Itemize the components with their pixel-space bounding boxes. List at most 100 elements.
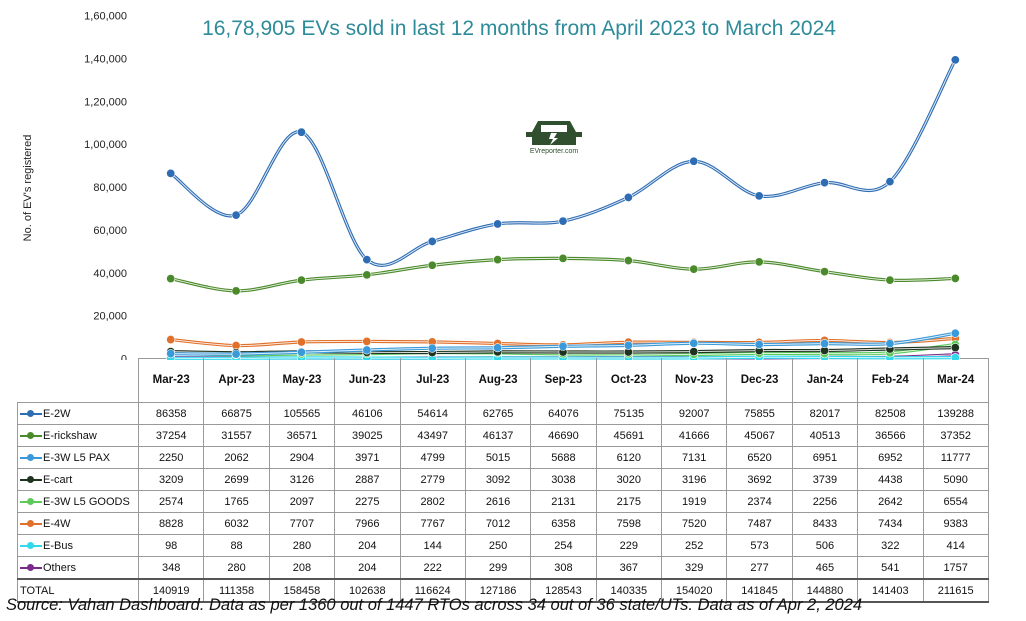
- data-point: [231, 210, 241, 220]
- data-label: 139288: [922, 402, 989, 425]
- data-point: [362, 255, 372, 265]
- data-point: [623, 340, 633, 350]
- data-label: 105565: [268, 402, 336, 425]
- data-label: 45691: [595, 424, 663, 447]
- data-label: 4438: [857, 468, 924, 491]
- y-axis-label: No. of EV's registered: [22, 135, 34, 242]
- data-label: 75135: [595, 402, 663, 425]
- data-label: 86358: [137, 402, 205, 425]
- data-label: 2374: [726, 490, 793, 513]
- legend-marker: [20, 409, 42, 418]
- data-point: [296, 347, 306, 357]
- data-label: 3038: [530, 468, 597, 491]
- series-e-3w-l5-pax: [166, 328, 960, 359]
- data-label: 144: [399, 534, 466, 557]
- data-label: 541: [857, 556, 924, 580]
- data-point: [231, 286, 241, 296]
- x-tick-label: Mar-24: [922, 358, 989, 403]
- legend-entry: Others: [17, 556, 139, 580]
- data-label: 9383: [922, 512, 989, 535]
- data-point: [820, 339, 830, 349]
- data-label: 37352: [922, 424, 989, 447]
- total-value: 141845: [726, 578, 793, 603]
- series-e-rickshaw: [166, 253, 960, 296]
- legend-entry: E-rickshaw: [17, 424, 139, 447]
- data-label: 2699: [203, 468, 270, 491]
- total-value: 140919: [137, 578, 205, 603]
- data-label: 1757: [922, 556, 989, 580]
- chart: 16,78,905 EVs sold in last 12 months fro…: [22, 11, 988, 360]
- data-point: [885, 339, 895, 349]
- data-point: [950, 328, 960, 338]
- data-point: [950, 273, 960, 283]
- data-label: 41666: [660, 424, 728, 447]
- data-label: 3092: [464, 468, 532, 491]
- total-value: 140335: [595, 578, 663, 603]
- data-label: 1765: [203, 490, 270, 513]
- data-label: 280: [203, 556, 270, 580]
- data-label: 6120: [595, 446, 663, 469]
- data-label: 2574: [137, 490, 205, 513]
- source-note: Source: Vahan Dashboard. Data as per 136…: [6, 596, 863, 614]
- data-label: 82017: [791, 402, 859, 425]
- legend-marker: [20, 497, 42, 506]
- legend-marker: [20, 519, 42, 528]
- data-label: 6358: [530, 512, 597, 535]
- data-point: [689, 338, 699, 348]
- data-label: 2642: [857, 490, 924, 513]
- data-point: [820, 267, 830, 277]
- x-tick-label: Nov-23: [660, 358, 728, 403]
- data-point: [296, 337, 306, 347]
- data-label: 7767: [399, 512, 466, 535]
- data-label: 3971: [334, 446, 401, 469]
- data-label: 229: [595, 534, 663, 557]
- total-value: 127186: [464, 578, 532, 603]
- legend-entry: E-cart: [17, 468, 139, 491]
- y-tick-label: 80,000: [93, 182, 127, 194]
- data-label: 322: [857, 534, 924, 557]
- data-label: 66875: [203, 402, 270, 425]
- data-label: 75855: [726, 402, 793, 425]
- data-point: [166, 349, 176, 359]
- x-tick-label: Feb-24: [857, 358, 924, 403]
- total-row: TOTAL 140919 111358 158458 102638 116624 12718…: [17, 578, 989, 603]
- data-label: 46690: [530, 424, 597, 447]
- data-point: [427, 343, 437, 353]
- chart-title: 16,78,905 EVs sold in last 12 months fro…: [202, 17, 836, 40]
- data-label: 2275: [334, 490, 401, 513]
- x-tick-label: Oct-23: [595, 358, 663, 403]
- data-label: 573: [726, 534, 793, 557]
- x-tick-label: Jan-24: [791, 358, 859, 403]
- x-tick-label: Sep-23: [530, 358, 597, 403]
- data-label: 3739: [791, 468, 859, 491]
- data-label: 98: [137, 534, 205, 557]
- data-label: 2175: [595, 490, 663, 513]
- data-label: 506: [791, 534, 859, 557]
- table-row: E-3W L5 GOODS 2574 1765 2097 2275 2802 2616 213…: [17, 490, 989, 513]
- data-label: 46137: [464, 424, 532, 447]
- data-label: 92007: [660, 402, 728, 425]
- data-label: 4799: [399, 446, 466, 469]
- legend-marker: [20, 563, 42, 572]
- legend-marker: [20, 453, 42, 462]
- data-label: 204: [334, 556, 401, 580]
- x-tick-label: Apr-23: [203, 358, 270, 403]
- data-point: [623, 256, 633, 266]
- data-label: 2802: [399, 490, 466, 513]
- legend-label: E-cart: [43, 473, 73, 486]
- table-row: E-cart 3209 2699 3126 2887 2779 3092 3038 3020 31…: [17, 468, 989, 491]
- x-tick-label: Jul-23: [399, 358, 466, 403]
- legend-marker: [20, 541, 42, 550]
- data-label: 36566: [857, 424, 924, 447]
- data-label: 40513: [791, 424, 859, 447]
- legend-entry: E-2W: [17, 402, 139, 425]
- data-point: [820, 178, 830, 188]
- legend-entry: E-4W: [17, 512, 139, 535]
- data-label: 82508: [857, 402, 924, 425]
- data-table: Mar-23 Apr-23 May-23 Jun-23 Jul-23 Aug-23 Sep-…: [17, 358, 989, 603]
- data-label: 204: [334, 534, 401, 557]
- data-label: 7434: [857, 512, 924, 535]
- data-label: 46106: [334, 402, 401, 425]
- data-label: 3126: [268, 468, 336, 491]
- data-label: 3196: [660, 468, 728, 491]
